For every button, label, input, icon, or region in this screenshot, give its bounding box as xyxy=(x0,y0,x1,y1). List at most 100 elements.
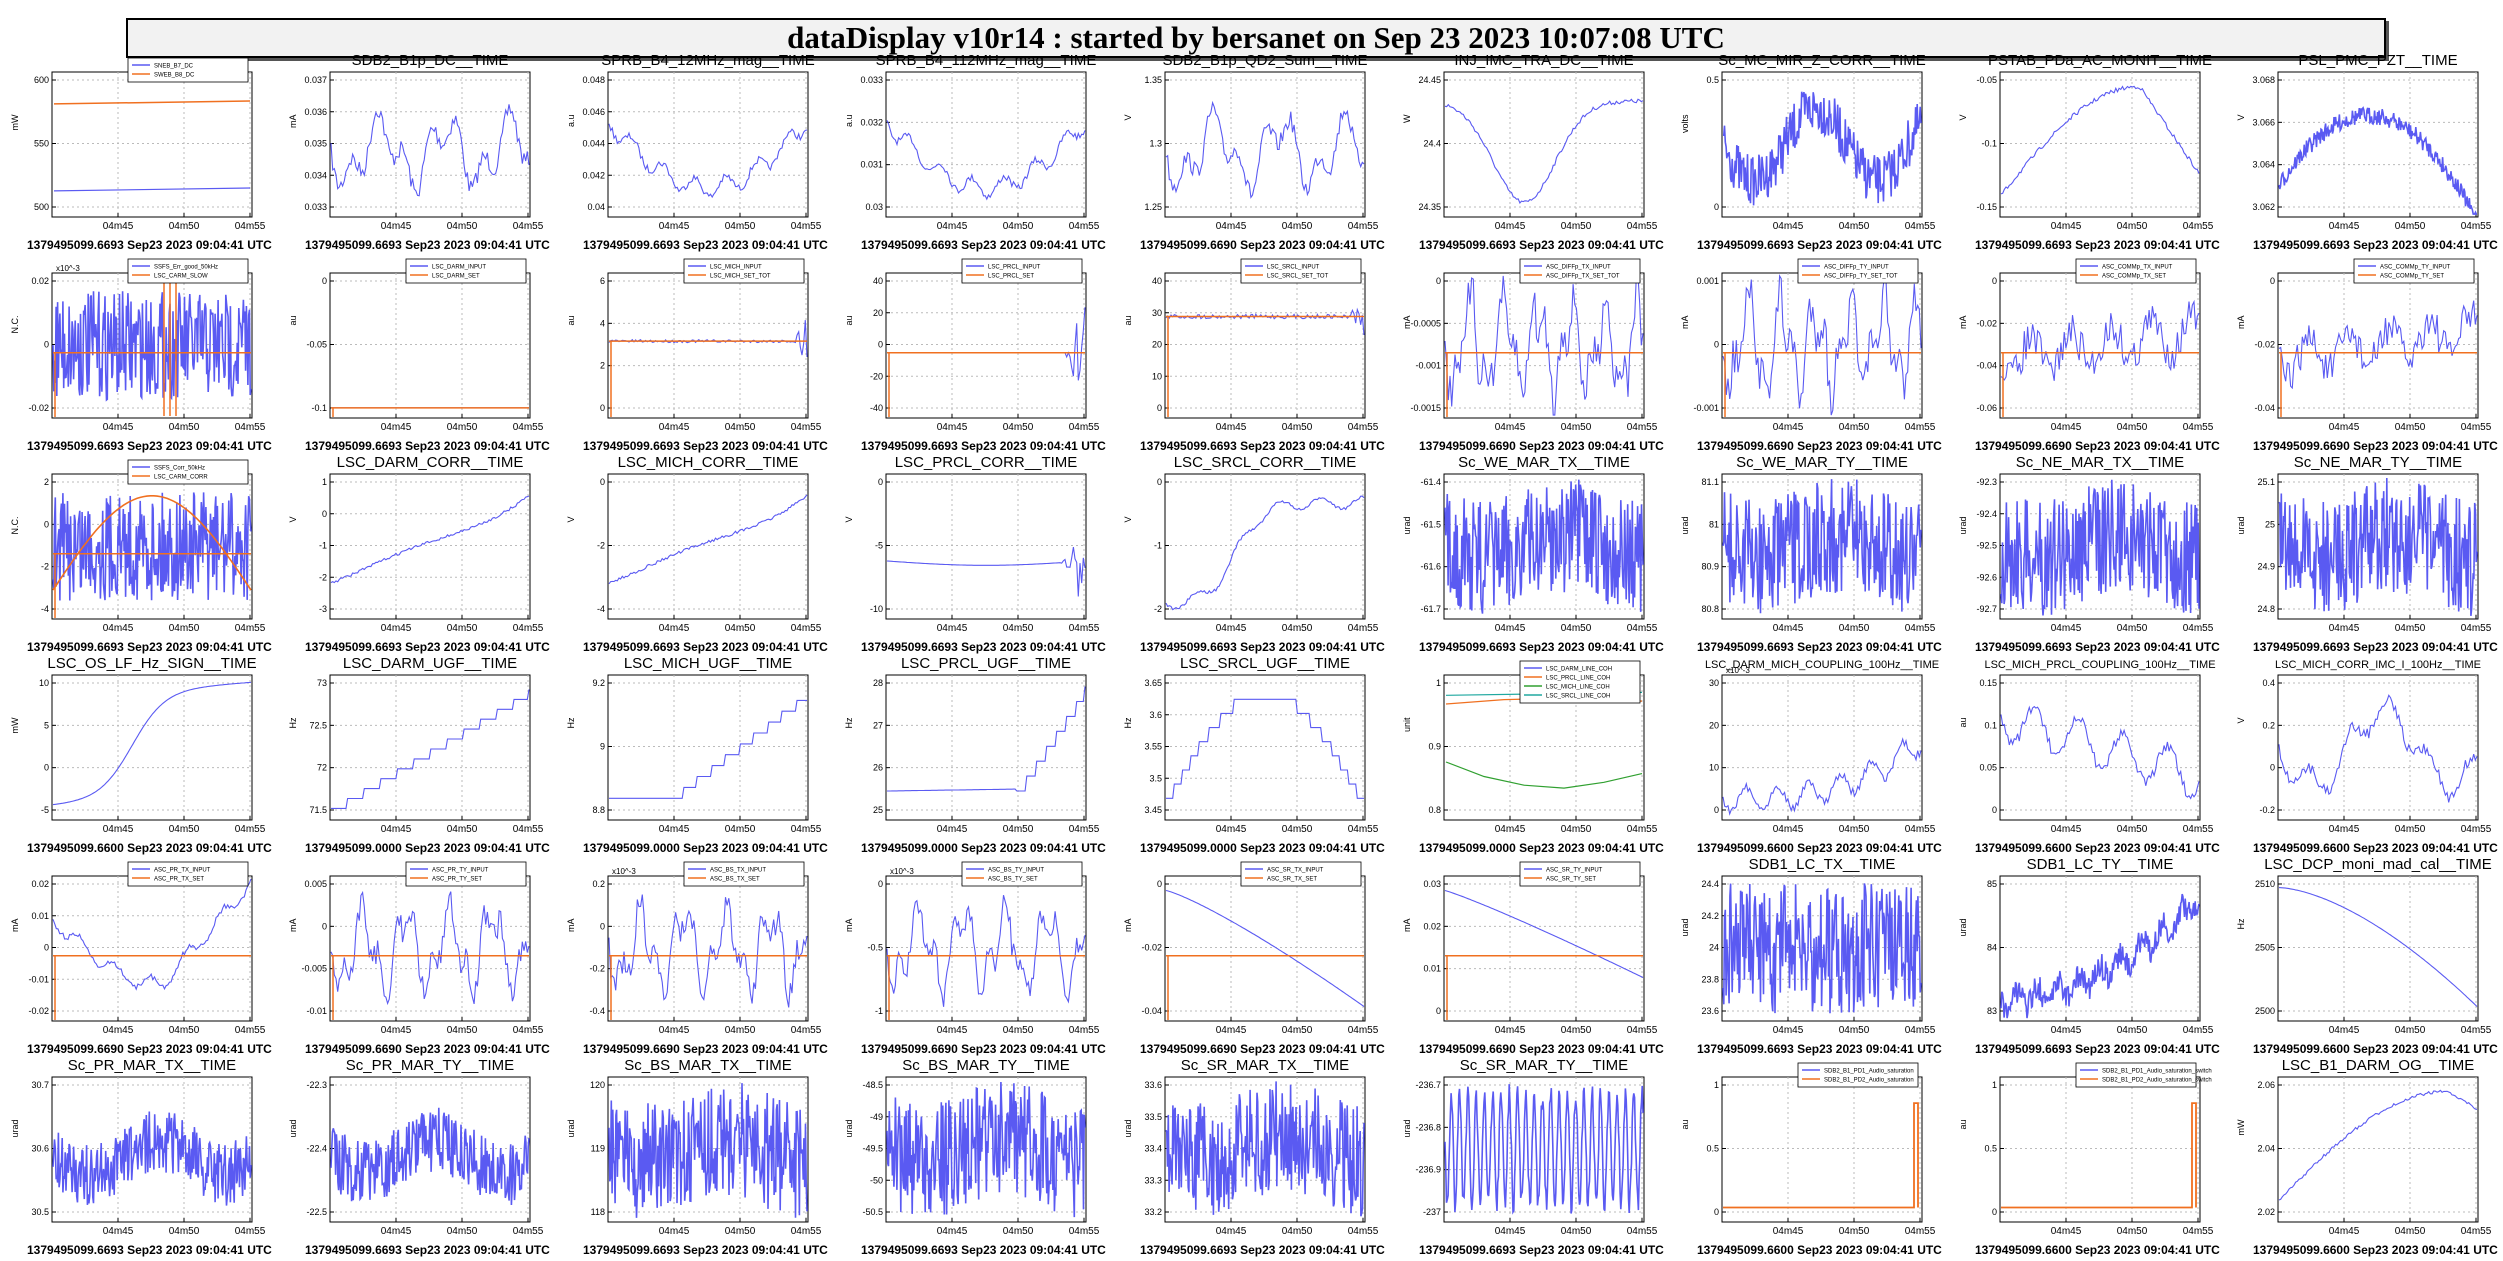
y-tick-label: -61.6 xyxy=(1420,562,1441,572)
y-tick-label: 0.5 xyxy=(1706,1144,1719,1154)
plot-frame xyxy=(885,71,1087,218)
y-tick-label: 1.35 xyxy=(1144,75,1162,85)
y-tick-label: 2.02 xyxy=(2257,1207,2275,1217)
legend-label: ASC_COMMp_TX_INPUT xyxy=(2102,265,2173,271)
y-tick-label: 26 xyxy=(873,763,883,773)
series-line xyxy=(2000,479,2200,616)
y-tick-label: -2 xyxy=(1154,604,1162,614)
legend-box xyxy=(1240,861,1362,887)
x-tick-label: 04m55 xyxy=(1905,1025,1936,1036)
chart-title: LSC_MICH_PRCL_COUPLING_100Hz__TIME xyxy=(1984,659,2215,671)
series-line xyxy=(1722,479,1922,614)
series-line xyxy=(608,894,808,1008)
legend-box xyxy=(127,459,249,485)
chart-title: LSC_DCP_moni_mad_cal__TIME xyxy=(2264,856,2492,873)
x-tick-label: 04m50 xyxy=(1003,623,1034,634)
chart-panel: 0 -0.02 -0.04 04m45 04m50 04m55 mA ASC_COMMp_TY… xyxy=(2236,258,2498,453)
x-tick-label: 04m50 xyxy=(1282,422,1313,433)
legend-label: ASC_COMMp_TY_INPUT xyxy=(2380,265,2451,271)
legend-label: ASC_BS_TX_INPUT xyxy=(710,868,766,874)
legend-box xyxy=(1240,258,1362,284)
chart-panel: LSC_DARM_UGF__TIME 73 72.5 72 71.5 04m45 04m50… xyxy=(288,655,550,855)
chart-title: LSC_MICH_CORR_IMC_I_100Hz__TIME xyxy=(2275,659,2481,671)
y-tick-label: -0.01 xyxy=(306,1006,327,1016)
y-tick-label: 80.9 xyxy=(1701,562,1719,572)
timestamp-footer: 1379495099.6600 Sep23 2023 09:04:41 UTC xyxy=(1975,1243,2220,1257)
plot-frame xyxy=(885,875,1087,1022)
y-tick-label: -22.5 xyxy=(306,1207,327,1217)
chart-panel: 0.005 0 -0.005 -0.01 04m45 04m50 04m55 mA ASC_PR… xyxy=(288,861,550,1056)
x-tick-label: 04m50 xyxy=(1839,1025,1870,1036)
y-tick-label: 600 xyxy=(34,75,49,85)
x-tick-label: 04m50 xyxy=(1282,824,1313,835)
chart-panel: LSC_B1_DARM_OG__TIME 2.06 2.04 2.02 04m45 04m… xyxy=(2236,1057,2498,1257)
timestamp-footer: 1379495099.6690 Sep23 2023 09:04:41 UTC xyxy=(1697,439,1942,453)
x-tick-label: 04m45 xyxy=(381,221,412,232)
chart-title: SPRB_B4_12MHz_mag__TIME xyxy=(601,52,814,69)
y-tick-label: 0.5 xyxy=(1706,75,1719,85)
y-tick-label: 33.5 xyxy=(1144,1112,1162,1122)
x-tick-label: 04m50 xyxy=(169,1226,200,1237)
y-tick-label: -236.9 xyxy=(1415,1165,1441,1175)
chart-title: Sc_NE_MAR_TY__TIME xyxy=(2294,454,2462,471)
y-tick-label: -0.1 xyxy=(311,403,327,413)
y-tick-label: -49.5 xyxy=(862,1144,883,1154)
y-tick-label: 40 xyxy=(873,276,883,286)
y-tick-label: 3.5 xyxy=(1149,773,1162,783)
legend-label: ASC_COMMp_TX_SET xyxy=(2102,274,2166,280)
chart-panel: LSC_OS_LF_Hz_SIGN__TIME 10 5 0 -5 04m45 04m50 0… xyxy=(10,655,272,855)
y-tick-label: 0.033 xyxy=(860,75,883,85)
x-tick-label: 04m50 xyxy=(1561,623,1592,634)
x-tick-label: 04m50 xyxy=(2395,623,2426,634)
x-tick-label: 04m45 xyxy=(937,1025,968,1036)
chart-title: LSC_SRCL_CORR__TIME xyxy=(1174,454,1357,471)
x-tick-label: 04m45 xyxy=(1495,1226,1526,1237)
y-tick-label: 0.042 xyxy=(582,170,605,180)
series-line xyxy=(608,494,808,585)
legend-label: LSC_DARM_LINE_COH xyxy=(1546,667,1612,673)
timestamp-footer: 1379495099.6600 Sep23 2023 09:04:41 UTC xyxy=(1697,841,1942,855)
x-tick-label: 04m45 xyxy=(1495,824,1526,835)
x-tick-label: 04m50 xyxy=(725,221,756,232)
y-tick-label: -0.02 xyxy=(1141,943,1162,953)
y-tick-label: -2 xyxy=(41,562,49,572)
chart-panel: LSC_SRCL_CORR__TIME 0 -1 -2 04m45 04m50 04m55 V… xyxy=(1123,454,1385,654)
x-tick-label: 04m55 xyxy=(1348,422,1379,433)
y-tick-label: -92.7 xyxy=(1976,604,1997,614)
y-tick-label: -4 xyxy=(597,604,605,614)
y-tick-label: -0.04 xyxy=(2254,403,2275,413)
chart-title: SPRB_B4_112MHz_mag__TIME xyxy=(876,52,1097,69)
y-tick-label: -22.3 xyxy=(306,1080,327,1090)
series-line xyxy=(331,689,530,809)
x-tick-label: 04m55 xyxy=(1905,422,1936,433)
timestamp-footer: 1379495099.6693 Sep23 2023 09:04:41 UTC xyxy=(305,238,550,252)
y-tick-label: 1 xyxy=(1714,1080,1719,1090)
timestamp-footer: 1379495099.6690 Sep23 2023 09:04:41 UTC xyxy=(1140,1042,1385,1056)
x-tick-label: 04m45 xyxy=(659,422,690,433)
series-line xyxy=(887,686,1086,792)
timestamp-footer: 1379495099.6693 Sep23 2023 09:04:41 UTC xyxy=(1697,1042,1942,1056)
legend-box xyxy=(1797,1062,1919,1088)
x-tick-label: 04m45 xyxy=(1216,1025,1247,1036)
y-tick-label: 0.046 xyxy=(582,107,605,117)
y-tick-label: 0 xyxy=(1992,805,1997,815)
chart-panel: LSC_DARM_CORR__TIME 1 0 -1 -2 -3 04m45 04m50 04m… xyxy=(288,454,550,654)
legend-label: SDB2_B1_PD1_Audio_saturation xyxy=(1824,1069,1914,1075)
x-tick-label: 04m45 xyxy=(659,221,690,232)
plot-frame xyxy=(2277,1076,2479,1223)
chart-panel: 40 20 0 -20 -40 04m45 04m50 04m55 au LSC_PRCL_INP… xyxy=(844,258,1106,453)
legend-label: ASC_DIFFp_TX_INPUT xyxy=(1546,265,1611,271)
title-banner: dataDisplay v10r14 : started by bersanet… xyxy=(126,18,2386,58)
y-tick-label: -236.8 xyxy=(1415,1122,1441,1132)
x-tick-label: 04m45 xyxy=(2329,1226,2360,1237)
y-tick-label: -1 xyxy=(319,541,327,551)
chart-title: Sc_SR_MAR_TY__TIME xyxy=(1460,1057,1628,1074)
x-tick-label: 04m45 xyxy=(937,221,968,232)
series-line xyxy=(52,878,252,991)
y-axis-label: V xyxy=(1123,517,1133,523)
y-tick-label: -0.15 xyxy=(1976,202,1997,212)
x-tick-label: 04m55 xyxy=(1905,221,1936,232)
x-tick-label: 04m50 xyxy=(1561,1226,1592,1237)
y-tick-label: -0.04 xyxy=(1141,1006,1162,1016)
legend-label: LSC_SRCL_LINE_COH xyxy=(1546,694,1610,700)
